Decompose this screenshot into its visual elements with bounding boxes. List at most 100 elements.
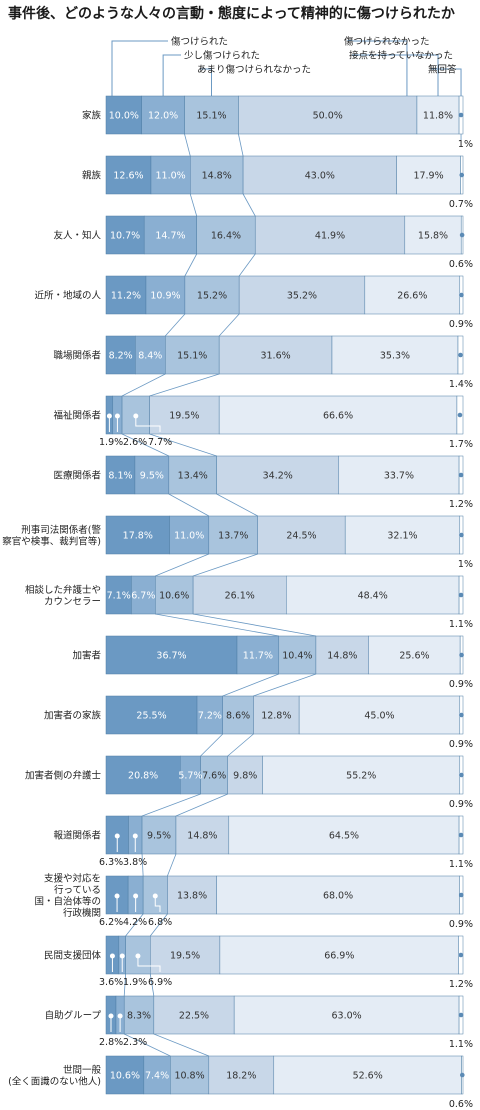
no-answer-dot-12 [459,772,464,778]
bar-segment-6-5 [218,395,458,435]
value-label-6-3: 7.7% [148,437,172,448]
bar-segment-2-1 [105,155,152,195]
bar-segment-10-3 [278,635,317,675]
bar-segment-3-1 [105,215,145,255]
bar-segment-16-4 [153,995,235,1035]
value-label-14-2: 4.2% [123,917,147,928]
no-answer-label-5: 1.4% [449,379,473,390]
marker-dot-6-3 [133,413,139,419]
bar-segment-1-1 [105,95,142,135]
connector-line-5-3 [149,373,220,397]
value-label-17-4: 18.2% [226,1071,256,1082]
bar-segment-15-5 [219,935,459,975]
bar-segment-13-5 [228,815,460,855]
bar-segment-14-5 [216,875,460,915]
bar-segment-3-2 [143,215,197,255]
marker-dot-15-1 [109,953,115,959]
category-label-8: 刑事司法関係者(警 [21,524,101,536]
bar-segment-7-5 [338,455,460,495]
connector-line-8-3 [192,553,258,577]
no-answer-dot-15 [458,952,464,958]
marker-leader-14-3 [154,898,161,912]
value-label-13-4: 14.8% [187,831,217,842]
connector-line-9-2 [155,613,279,637]
connector-line-11-3 [227,733,254,757]
value-label-9-1: 7.1% [107,591,131,602]
no-answer-dot-6 [457,412,463,418]
value-label-17-5: 52.6% [353,1071,383,1082]
bar-segment-17-2 [143,1055,171,1095]
value-label-9-5: 48.4% [358,591,388,602]
no-answer-dot-3 [459,232,465,238]
bar-segment-1-5 [416,95,460,135]
no-answer-label-3: 0.6% [449,259,473,270]
category-label-4: 近所・地域の人 [34,290,101,302]
connector-line-11-2 [200,733,224,757]
legend-leader-3 [200,68,212,96]
value-label-12-1: 20.8% [128,771,158,782]
value-label-9-2: 6.7% [131,591,155,602]
value-label-4-1: 11.2% [111,291,141,302]
value-label-10-2: 11.7% [243,651,273,662]
category-label-16: 自助グループ [45,1010,102,1022]
category-label-17: (全く面識のない他人) [8,1075,101,1087]
bar-segment-4-4 [238,275,366,315]
connector-line-6-3 [149,433,217,457]
bar-segment-12-5 [262,755,461,795]
value-label-7-1: 8.1% [108,471,132,482]
value-label-8-5: 32.1% [387,531,417,542]
bar-segment-8-3 [208,515,258,555]
value-label-9-4: 26.1% [225,591,255,602]
value-label-13-2: 3.8% [123,857,147,868]
value-label-2-1: 12.6% [113,171,143,182]
category-label-17: 世間一般 [63,1064,102,1076]
value-label-3-4: 41.9% [315,231,345,242]
value-label-5-1: 8.2% [109,351,133,362]
value-label-1-5: 11.8% [423,111,453,122]
value-label-10-1: 36.7% [156,651,186,662]
legend-leader-4 [347,40,408,96]
value-label-17-1: 10.6% [110,1071,140,1082]
category-label-13: 報道関係者 [53,830,101,842]
marker-dot-6-2 [114,413,120,419]
value-label-6-2: 2.6% [123,437,147,448]
value-label-1-4: 50.0% [313,111,343,122]
bar-segment-11-3 [222,695,254,735]
marker-dot-14-3 [152,893,158,899]
bar-segment-11-1 [105,695,198,735]
value-label-4-2: 10.9% [150,291,180,302]
value-label-13-3: 9.5% [147,831,171,842]
category-label-6: 福祉関係者 [53,410,101,422]
marker-dot-16-2 [117,1013,123,1019]
value-label-4-3: 15.2% [197,291,227,302]
bar-segment-10-5 [368,635,461,675]
value-label-3-1: 10.7% [110,231,140,242]
connector-line-16-2 [124,1033,171,1057]
bar-segment-17-5 [273,1055,462,1095]
value-label-6-5: 66.6% [323,411,353,422]
bar-segment-4-3 [184,275,240,315]
value-label-6-1: 1.9% [99,437,123,448]
connector-line-12-2 [141,793,201,817]
no-answer-dot-9 [458,592,464,598]
bar-segment-3-4 [254,215,406,255]
no-answer-dot-17 [459,1072,465,1078]
value-label-13-5: 64.5% [329,831,359,842]
value-label-6-4: 19.5% [169,411,199,422]
bar-segment-10-2 [236,635,280,675]
category-label-14: 行っている [54,884,101,896]
bar-segment-3-5 [404,215,462,255]
connector-line-16-3 [153,1033,209,1057]
category-label-12: 加害者側の弁護士 [25,770,102,782]
value-label-3-3: 16.4% [211,231,241,242]
category-label-3: 友人・知人 [53,230,101,242]
value-label-11-2: 7.2% [198,711,222,722]
connector-line-2-2 [189,193,198,217]
bar-segment-8-5 [344,515,461,555]
bar-segment-10-4 [315,635,370,675]
marker-leader-15-3 [137,958,161,972]
legend-leader-1 [111,40,168,96]
marker-dot-14-1 [114,893,120,899]
no-answer-label-10: 0.9% [449,679,473,690]
